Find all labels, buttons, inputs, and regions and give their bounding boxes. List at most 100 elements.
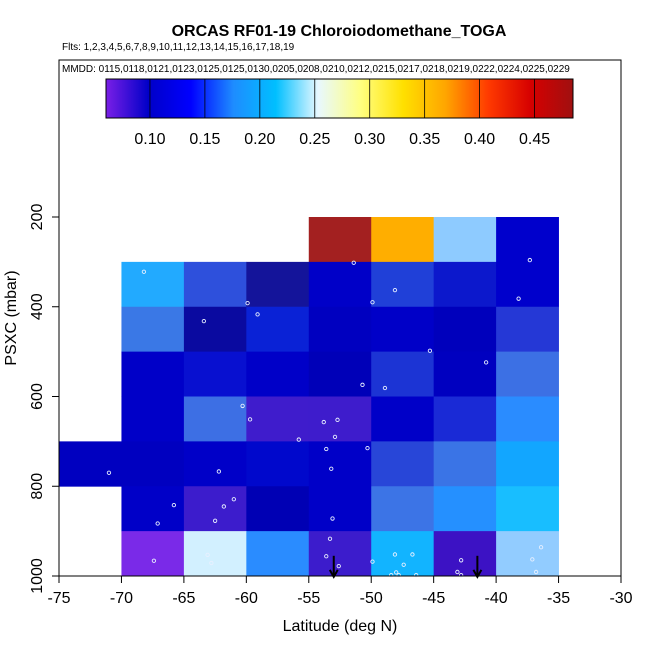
- heatmap-cell-12: [183, 306, 247, 353]
- heatmap-cell-26: [183, 396, 247, 442]
- y-tick-label-0: 200: [29, 204, 46, 231]
- heatmap-cell-7: [308, 261, 372, 308]
- heatmap-cell-33: [121, 441, 185, 487]
- colorbar-tick-label-4: 0.30: [354, 131, 385, 148]
- heatmap-cell-4: [121, 261, 185, 308]
- x-tick-label-7: -40: [485, 590, 508, 607]
- heatmap-cell-32: [59, 441, 122, 487]
- y-axis-label: PSXC (mbar): [3, 270, 20, 365]
- heatmap-cell-13: [246, 306, 310, 353]
- heatmap-cell-46: [496, 486, 559, 532]
- heatmap-cell-50: [308, 531, 372, 577]
- flights-label: Flts: 1,2,3,4,5,6,7,8,9,10,11,12,13,14,1…: [62, 42, 295, 53]
- sample-point-2: [527, 257, 532, 263]
- arrow-0: [328, 555, 339, 579]
- x-tick-label-1: -70: [110, 590, 133, 607]
- sample-point-27: [212, 518, 218, 523]
- chart-title: ORCAS RF01-19 Chloroiodomethane_TOGA: [172, 23, 507, 40]
- sample-point-7: [516, 296, 521, 301]
- heatmap-cell-25: [121, 396, 185, 442]
- heatmap-cell-39: [496, 441, 559, 487]
- heatmap-cell-23: [433, 351, 497, 397]
- marker-arrows: [328, 555, 483, 579]
- sample-point-14: [247, 417, 253, 422]
- heatmap-cell-19: [183, 351, 247, 397]
- heatmap-cell-30: [433, 396, 497, 442]
- sample-point-31: [324, 554, 329, 559]
- heatmap-cell-49: [246, 531, 310, 577]
- heatmap-cell-15: [371, 306, 435, 353]
- sample-point-16: [335, 417, 340, 422]
- colorbar-tick-label-3: 0.25: [299, 131, 330, 148]
- heatmap-cell-20: [246, 351, 310, 397]
- heatmap-cell-51: [371, 531, 435, 577]
- sample-point-49: [530, 557, 535, 562]
- sample-point-5: [392, 287, 398, 293]
- sample-point-33: [151, 558, 157, 563]
- sample-point-3: [245, 301, 250, 306]
- sample-point-4: [255, 312, 260, 317]
- x-tick-label-4: -55: [297, 590, 320, 607]
- sample-point-18: [332, 434, 338, 440]
- heatmap-cell-41: [183, 486, 247, 532]
- x-tick-label-8: -35: [547, 590, 570, 607]
- sample-point-46: [458, 572, 464, 578]
- heatmap-cell-47: [121, 531, 185, 577]
- axes: -75 -70 -65 -60 -55 -50 -45 -40 -35 -30 200 400 600 8…: [29, 204, 633, 607]
- heatmap-cell-38: [433, 441, 497, 487]
- y-tick-label-2: 600: [29, 383, 46, 410]
- arrow-head: [328, 569, 339, 579]
- sample-points: [106, 257, 544, 578]
- colorbar-tick-label-5: 0.35: [409, 131, 440, 148]
- heatmap-cell-2: [433, 217, 497, 263]
- x-tick-label-9: -30: [609, 590, 632, 607]
- heatmap-cell-16: [433, 306, 497, 353]
- heatmap-cell-48: [183, 531, 247, 577]
- sample-point-36: [370, 559, 375, 564]
- x-tick-label-2: -65: [172, 590, 195, 607]
- heatmap-cell-11: [121, 306, 185, 353]
- sample-point-45: [455, 569, 460, 575]
- sample-point-40: [394, 570, 399, 575]
- y-tick-label-3: 800: [29, 473, 46, 500]
- sample-point-39: [401, 562, 406, 567]
- sample-point-13: [240, 403, 245, 409]
- arrow-1: [472, 555, 483, 579]
- heatmap-cell-53: [496, 531, 559, 577]
- sample-point-10: [483, 360, 489, 365]
- heatmap-cell-36: [308, 441, 372, 487]
- heatmap-cell-22: [371, 351, 435, 397]
- sample-point-44: [458, 558, 464, 563]
- sample-point-28: [155, 521, 160, 526]
- heatmap-cell-37: [371, 441, 435, 487]
- heatmap-cell-21: [308, 351, 372, 397]
- x-tick-label-0: -75: [47, 590, 70, 607]
- heatmap-cell-35: [246, 441, 310, 487]
- arrow-head: [472, 569, 483, 579]
- heatmap-cell-10: [496, 261, 559, 308]
- heatmap-cell-52: [433, 531, 497, 577]
- sample-point-47: [538, 545, 544, 550]
- dates-label: MMDD: 0115,0118,0121,0123,0125,0125,0130…: [62, 64, 570, 75]
- sample-point-22: [216, 469, 222, 474]
- sample-point-0: [141, 269, 147, 274]
- sample-point-37: [392, 552, 398, 557]
- sample-point-26: [171, 502, 177, 508]
- heatmap-cell-28: [308, 396, 372, 442]
- heatmap-cell-14: [308, 306, 372, 353]
- heatmap-cell-43: [308, 486, 372, 532]
- sample-point-35: [209, 560, 214, 566]
- y-tick-label-1: 400: [29, 293, 46, 320]
- heatmap-cell-18: [121, 351, 185, 397]
- sample-point-9: [427, 348, 433, 353]
- sample-point-25: [221, 504, 227, 509]
- heatmap-cell-40: [121, 486, 185, 532]
- sample-point-30: [327, 536, 333, 541]
- heatmap-cell-1: [371, 217, 435, 263]
- sample-point-38: [410, 552, 415, 557]
- sample-point-15: [321, 419, 326, 425]
- colorbar: 0.10 0.15 0.20 0.25 0.30 0.35 0.40 0.45: [105, 78, 574, 148]
- sample-point-24: [231, 497, 236, 502]
- heatmap-cell-3: [496, 217, 559, 263]
